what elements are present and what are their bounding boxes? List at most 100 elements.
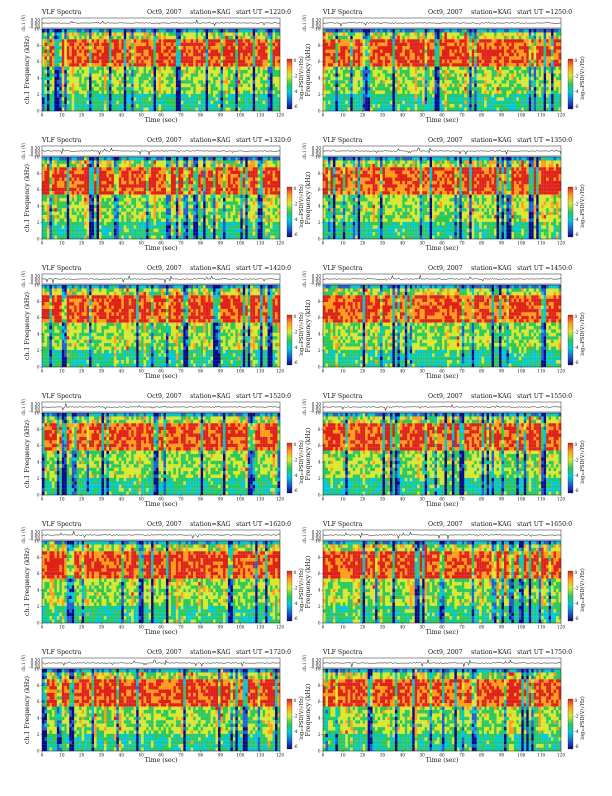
- heatmap-cell: [191, 108, 194, 112]
- heatmap-cell: [57, 39, 60, 43]
- heatmap-cell: [449, 94, 452, 98]
- heatmap-cell: [340, 46, 343, 50]
- heatmap-cell: [134, 36, 137, 40]
- heatmap-cell: [245, 101, 248, 105]
- spectrogram-heatmap: [323, 29, 561, 111]
- heatmap-cell: [186, 60, 189, 64]
- heatmap-cell: [328, 87, 331, 91]
- heatmap-cell: [529, 94, 532, 98]
- heatmap-cell: [278, 50, 281, 54]
- panel-date: Oct9, 2007: [428, 9, 463, 16]
- heatmap-cell: [201, 77, 204, 81]
- heatmap-cell: [243, 94, 246, 98]
- heatmap-cell: [186, 70, 189, 74]
- heatmap-cell: [514, 67, 517, 71]
- heatmap-cell: [201, 29, 204, 33]
- heatmap-cell: [156, 53, 159, 57]
- heatmap-cell: [325, 91, 328, 95]
- heatmap-cell: [238, 87, 241, 91]
- heatmap-cell: [191, 50, 194, 54]
- heatmap-cell: [457, 36, 460, 40]
- heatmap-cell: [521, 70, 524, 74]
- heatmap-cell: [472, 60, 475, 64]
- heatmap-cell: [551, 29, 554, 33]
- heatmap-cell: [516, 108, 519, 112]
- heatmap-cell: [89, 39, 92, 43]
- heatmap-cell: [353, 29, 356, 33]
- heatmap-cell: [278, 46, 281, 50]
- heatmap-cell: [216, 56, 219, 60]
- heatmap-cell: [104, 87, 107, 91]
- heatmap-cell: [114, 91, 117, 95]
- heatmap-cell: [54, 50, 57, 54]
- heatmap-cell: [221, 43, 224, 47]
- heatmap-cell: [178, 104, 181, 108]
- heatmap-cell: [87, 36, 90, 40]
- heatmap-cell: [521, 77, 524, 81]
- heatmap-cell: [526, 87, 529, 91]
- heatmap-cell: [365, 77, 368, 81]
- heatmap-cell: [511, 36, 514, 40]
- heatmap-cell: [144, 43, 147, 47]
- heatmap-cell: [106, 101, 109, 105]
- heatmap-cell: [487, 97, 490, 101]
- heatmap-cell: [168, 94, 171, 98]
- heatmap-cell: [59, 73, 62, 77]
- heatmap-cell: [462, 50, 465, 54]
- heatmap-cell: [255, 36, 258, 40]
- heatmap-cell: [230, 70, 233, 74]
- heatmap-cell: [435, 94, 438, 98]
- heatmap-cell: [270, 77, 273, 81]
- heatmap-cell: [504, 29, 507, 33]
- heatmap-cell: [47, 87, 50, 91]
- heatmap-cell: [235, 87, 238, 91]
- heatmap-cell: [211, 53, 214, 57]
- heatmap-cell: [156, 50, 159, 54]
- heatmap-cell: [111, 63, 114, 67]
- heatmap-cell: [64, 29, 67, 33]
- heatmap-cell: [183, 39, 186, 43]
- heatmap-cell: [278, 60, 281, 64]
- heatmap-cell: [173, 73, 176, 77]
- heatmap-cell: [529, 108, 532, 112]
- heatmap-cell: [373, 29, 376, 33]
- heatmap-cell: [208, 87, 211, 91]
- heatmap-cell: [497, 108, 500, 112]
- heatmap-cell: [198, 50, 201, 54]
- heatmap-cell: [245, 70, 248, 74]
- heatmap-cell: [551, 97, 554, 101]
- heatmap-cell: [131, 94, 134, 98]
- heatmap-cell: [84, 70, 87, 74]
- heatmap-cell: [178, 32, 181, 36]
- heatmap-cell: [131, 53, 134, 57]
- colorbar-tick-label: -4: [294, 89, 298, 94]
- y-tick-label: 6: [37, 59, 40, 64]
- heatmap-cell: [358, 101, 361, 105]
- heatmap-cell: [417, 32, 420, 36]
- heatmap-cell: [420, 87, 423, 91]
- heatmap-cell: [338, 32, 341, 36]
- heatmap-cell: [178, 60, 181, 64]
- heatmap-cell: [437, 77, 440, 81]
- heatmap-cell: [325, 87, 328, 91]
- heatmap-cell: [385, 53, 388, 57]
- heatmap-cell: [338, 84, 341, 88]
- heatmap-cell: [54, 157, 57, 161]
- heatmap-cell: [121, 70, 124, 74]
- heatmap-cell: [248, 77, 251, 81]
- heatmap-cell: [94, 53, 97, 57]
- panel-title: VLF Spectra: [41, 137, 82, 144]
- heatmap-cell: [556, 80, 559, 84]
- heatmap-cell: [233, 60, 236, 64]
- heatmap-cell: [482, 43, 485, 47]
- heatmap-cell: [87, 56, 90, 60]
- heatmap-cell: [57, 222, 60, 226]
- heatmap-cell: [196, 32, 199, 36]
- heatmap-cell: [238, 32, 241, 36]
- heatmap-cell: [447, 94, 450, 98]
- heatmap-cell: [52, 167, 55, 171]
- heatmap-cell: [415, 46, 418, 50]
- heatmap-cell: [97, 53, 100, 57]
- heatmap-cell: [216, 101, 219, 105]
- heatmap-cell: [462, 108, 465, 112]
